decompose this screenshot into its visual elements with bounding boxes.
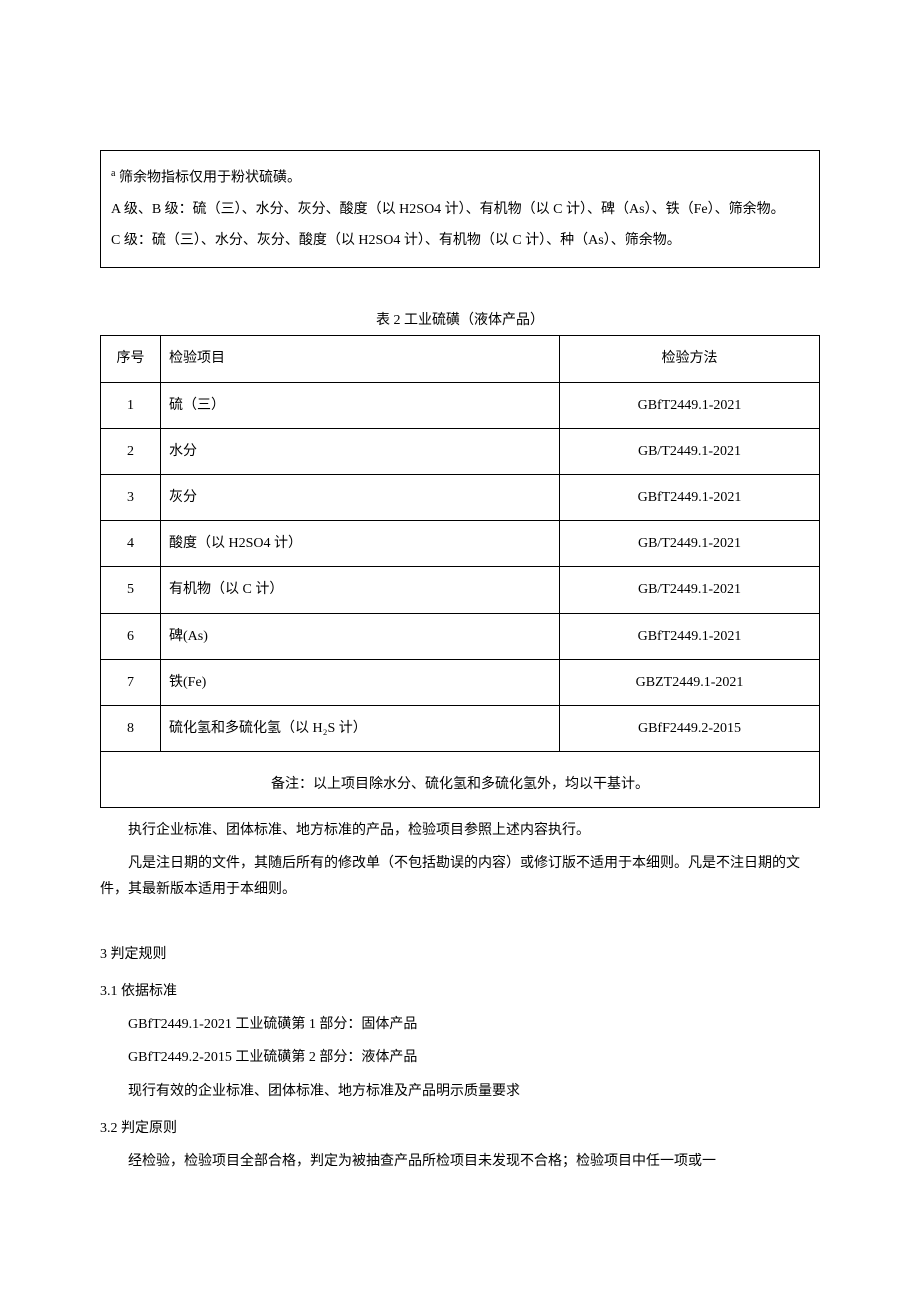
table2: 序号 检验项目 检验方法 1 硫（三） GBfT2449.1-2021 2 水分… — [100, 335, 820, 808]
cell-item: 硫（三） — [161, 382, 560, 428]
section-3-title: 3 判定规则 — [100, 942, 820, 967]
section-3: 3 判定规则 3.1 依据标准 GBfT2449.1-2021 工业硫磺第 1 … — [100, 942, 820, 1174]
table-row: 7 铁(Fe) GBZT2449.1-2021 — [101, 659, 820, 705]
table-note: 备注：以上项目除水分、硫化氢和多硫化氢外，均以干基计。 — [101, 752, 820, 808]
top-note-box: a 筛余物指标仅用于粉状硫磺。 A 级、B 级：硫（三）、水分、灰分、酸度（以 … — [100, 150, 820, 268]
table-row: 3 灰分 GBfT2449.1-2021 — [101, 474, 820, 520]
subsection-3-1-title: 3.1 依据标准 — [100, 979, 820, 1004]
table-header-row: 序号 检验项目 检验方法 — [101, 336, 820, 382]
table-row: 4 酸度（以 H2SO4 计） GB/T2449.1-2021 — [101, 521, 820, 567]
table-row: 8 硫化氢和多硫化氢（以 H₂S 计） GBfF2449.2-2015 — [101, 705, 820, 751]
level-c-text: C 级：硫（三）、水分、灰分、酸度（以 H2SO4 计）、有机物（以 C 计）、… — [111, 228, 809, 253]
level-ab-text: A 级、B 级：硫（三）、水分、灰分、酸度（以 H2SO4 计）、有机物（以 C… — [111, 197, 809, 222]
table-row: 2 水分 GB/T2449.1-2021 — [101, 428, 820, 474]
paragraph-2: 凡是注日期的文件，其随后所有的修改单（不包括勘误的内容）或修订版不适用于本细则。… — [100, 851, 820, 901]
cell-no: 4 — [101, 521, 161, 567]
cell-no: 1 — [101, 382, 161, 428]
table-row: 1 硫（三） GBfT2449.1-2021 — [101, 382, 820, 428]
cell-method: GBfF2449.2-2015 — [560, 705, 820, 751]
subsection-3-1: 3.1 依据标准 GBfT2449.1-2021 工业硫磺第 1 部分：固体产品… — [100, 979, 820, 1104]
subsection-3-2-text: 经检验，检验项目全部合格，判定为被抽查产品所检项目未发现不合格；检验项目中任一项… — [100, 1149, 820, 1174]
cell-item: 碑(As) — [161, 613, 560, 659]
footnote-text: 筛余物指标仅用于粉状硫磺。 — [119, 171, 301, 186]
cell-item: 硫化氢和多硫化氢（以 H₂S 计） — [161, 705, 560, 751]
cell-no: 5 — [101, 567, 161, 613]
table-note-row: 备注：以上项目除水分、硫化氢和多硫化氢外，均以干基计。 — [101, 752, 820, 808]
cell-method: GBfT2449.1-2021 — [560, 382, 820, 428]
cell-method: GBfT2449.1-2021 — [560, 474, 820, 520]
standard-line-2: GBfT2449.2-2015 工业硫磺第 2 部分：液体产品 — [100, 1045, 820, 1070]
cell-method: GBZT2449.1-2021 — [560, 659, 820, 705]
cell-no: 7 — [101, 659, 161, 705]
body-paragraphs: 执行企业标准、团体标准、地方标准的产品，检验项目参照上述内容执行。 凡是注日期的… — [100, 818, 820, 902]
cell-item: 灰分 — [161, 474, 560, 520]
cell-no: 3 — [101, 474, 161, 520]
cell-no: 2 — [101, 428, 161, 474]
col-header-no: 序号 — [101, 336, 161, 382]
table-row: 6 碑(As) GBfT2449.1-2021 — [101, 613, 820, 659]
cell-item: 水分 — [161, 428, 560, 474]
standard-line-3: 现行有效的企业标准、团体标准、地方标准及产品明示质量要求 — [100, 1079, 820, 1104]
cell-method: GB/T2449.1-2021 — [560, 428, 820, 474]
standard-line-1: GBfT2449.1-2021 工业硫磺第 1 部分：固体产品 — [100, 1012, 820, 1037]
paragraph-1: 执行企业标准、团体标准、地方标准的产品，检验项目参照上述内容执行。 — [100, 818, 820, 843]
cell-item: 铁(Fe) — [161, 659, 560, 705]
subsection-3-2: 3.2 判定原则 经检验，检验项目全部合格，判定为被抽查产品所检项目未发现不合格… — [100, 1116, 820, 1174]
cell-no: 6 — [101, 613, 161, 659]
table-row: 5 有机物（以 C 计） GB/T2449.1-2021 — [101, 567, 820, 613]
cell-method: GB/T2449.1-2021 — [560, 521, 820, 567]
cell-item: 有机物（以 C 计） — [161, 567, 560, 613]
cell-no: 8 — [101, 705, 161, 751]
footnote-marker: a — [111, 168, 115, 179]
cell-item: 酸度（以 H2SO4 计） — [161, 521, 560, 567]
subsection-3-2-title: 3.2 判定原则 — [100, 1116, 820, 1141]
footnote-line: a 筛余物指标仅用于粉状硫磺。 — [111, 165, 809, 191]
cell-method: GB/T2449.1-2021 — [560, 567, 820, 613]
cell-method: GBfT2449.1-2021 — [560, 613, 820, 659]
col-header-method: 检验方法 — [560, 336, 820, 382]
table2-title: 表 2 工业硫磺（液体产品） — [100, 308, 820, 333]
col-header-item: 检验项目 — [161, 336, 560, 382]
